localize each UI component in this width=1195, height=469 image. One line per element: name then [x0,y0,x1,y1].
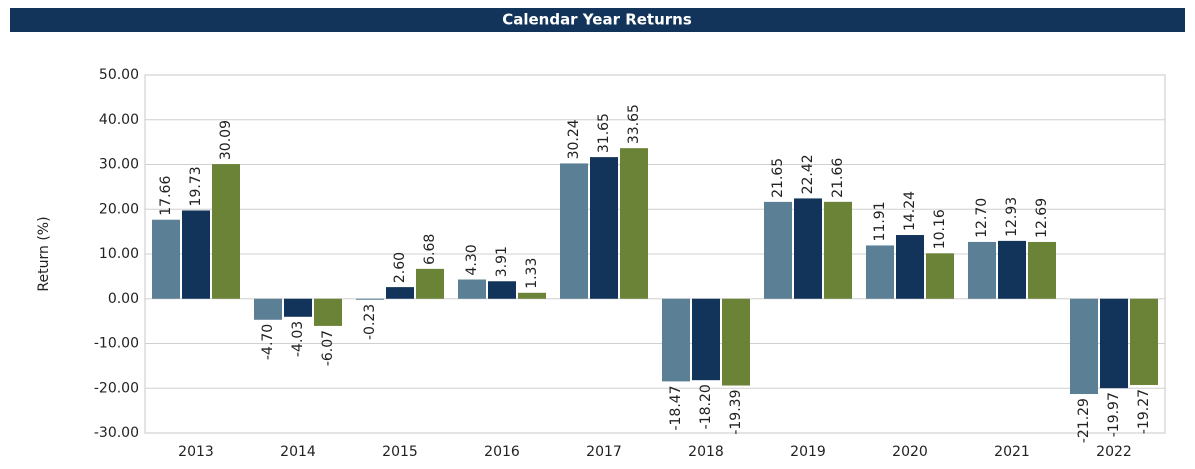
data-label: -21.29 [1076,398,1092,443]
data-label: 30.09 [218,120,234,160]
data-label: -0.23 [362,304,378,340]
bar [794,198,822,299]
x-tick-label: 2022 [1096,444,1132,460]
data-label: -19.27 [1136,389,1152,434]
bar [254,298,282,320]
bar [1130,298,1158,385]
y-tick-label: 50.00 [99,67,139,83]
bar [518,292,546,299]
bar [488,281,516,299]
data-label: 30.24 [566,119,582,159]
x-tick-label: 2021 [994,444,1030,460]
bar [824,201,852,299]
x-tick-label: 2014 [280,444,316,460]
data-label: 10.16 [932,209,948,249]
data-label: -4.03 [290,321,306,357]
data-label: -6.07 [320,330,336,366]
bar [968,241,996,299]
bar [458,279,486,299]
data-label: 12.70 [974,198,990,238]
data-label: -19.39 [728,390,744,435]
x-tick-label: 2020 [892,444,928,460]
bar [284,298,312,317]
bar [896,235,924,299]
bar [182,210,210,299]
data-label: 11.91 [872,201,888,241]
bar [416,268,444,299]
bar [212,164,240,299]
bar [764,201,792,299]
bar [560,163,588,299]
x-tick-label: 2016 [484,444,520,460]
bar [356,298,384,300]
plot-border [144,74,1166,434]
y-tick-label: -10.00 [94,336,139,352]
bar [620,148,648,299]
data-label: 1.33 [524,258,540,289]
data-label: 12.93 [1004,197,1020,237]
chart-title: Calendar Year Returns [502,11,692,29]
x-tick-label: 2018 [688,444,724,460]
bar [722,298,750,386]
bar [998,240,1026,299]
bar [386,287,414,299]
bar [152,219,180,299]
data-label: 21.65 [770,158,786,198]
bar [1028,241,1056,299]
y-tick-label: -30.00 [94,425,139,441]
x-tick-label: 2015 [382,444,418,460]
x-tick-label: 2013 [178,444,214,460]
data-label: 31.65 [596,113,612,153]
data-label: -4.70 [260,324,276,360]
data-label: 19.73 [188,166,204,206]
bar [866,245,894,299]
header-bar [10,8,1185,32]
y-tick-label: 40.00 [99,112,139,128]
bar [314,298,342,326]
y-tick-label: -20.00 [94,380,139,396]
data-label: -18.47 [668,385,684,430]
data-label: 3.91 [494,246,510,277]
bar [1100,298,1128,389]
x-tick-label: 2019 [790,444,826,460]
y-axis-label: Return (%) [36,216,52,291]
bar [926,253,954,299]
data-label: 4.30 [464,244,480,275]
data-label: 6.68 [422,234,438,265]
data-label: -18.20 [698,384,714,429]
y-tick-label: 30.00 [99,157,139,173]
data-label: 12.69 [1034,198,1050,238]
data-label: 21.66 [830,158,846,198]
data-label: 17.66 [158,176,174,216]
data-label: 2.60 [392,252,408,283]
bar [1070,298,1098,395]
bar [662,298,690,382]
bar [590,157,618,299]
x-tick-label: 2017 [586,444,622,460]
data-label: 33.65 [626,104,642,144]
y-tick-label: 10.00 [99,246,139,262]
y-tick-label: 0.00 [108,291,139,307]
bar [692,298,720,381]
y-tick-label: 20.00 [99,201,139,217]
data-label: 14.24 [902,191,918,231]
data-label: 22.42 [800,154,816,194]
data-label: -19.97 [1106,392,1122,437]
